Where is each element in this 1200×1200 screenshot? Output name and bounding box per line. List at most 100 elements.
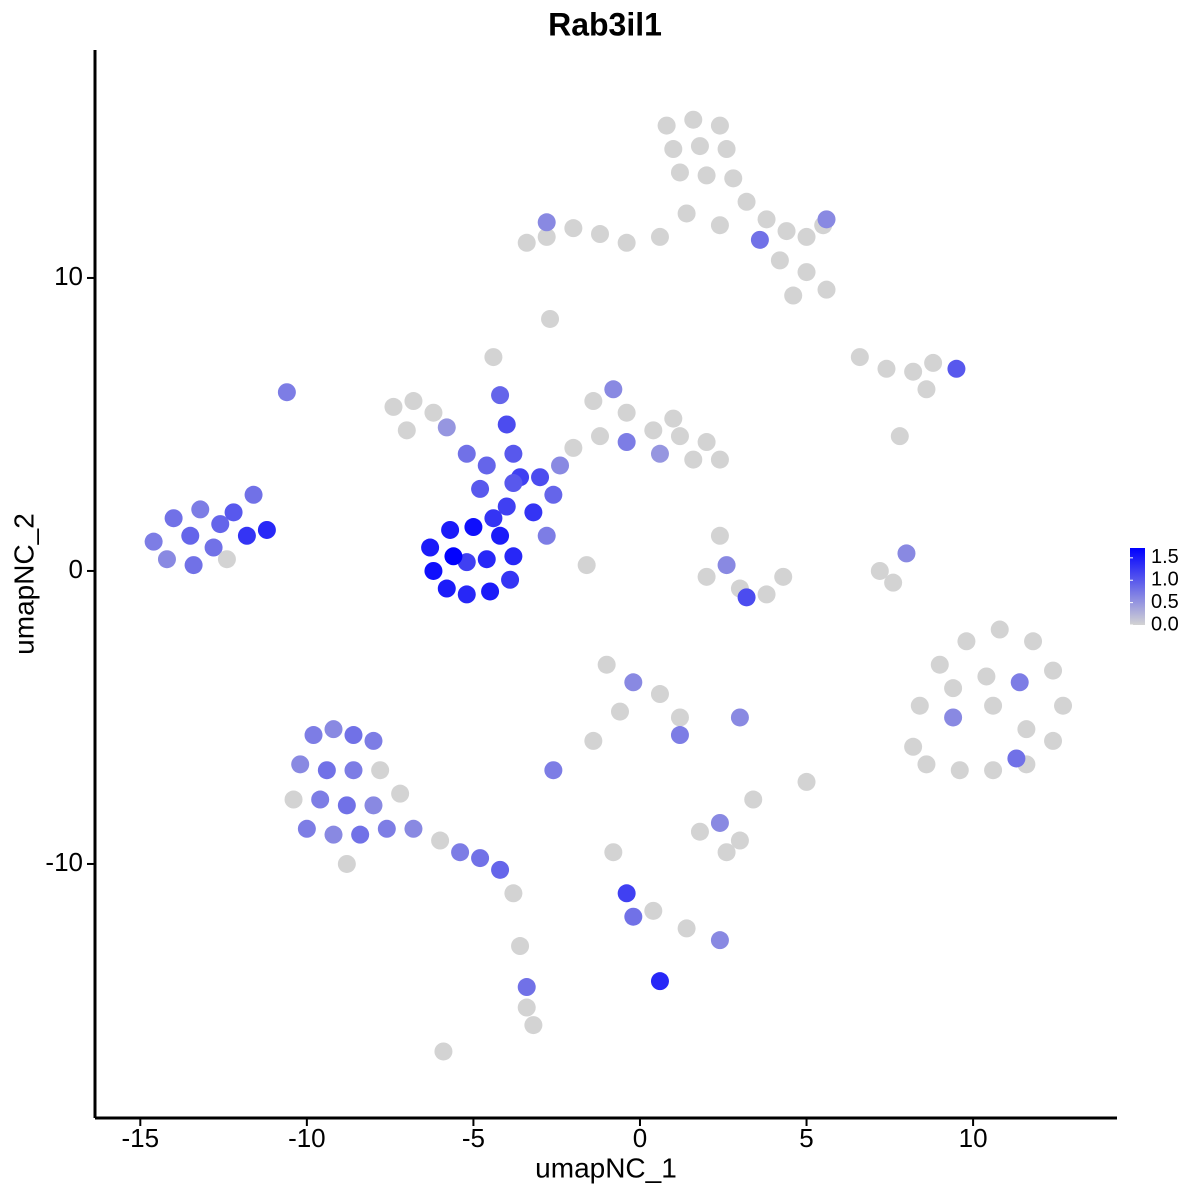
x-tick-label: -5	[462, 1123, 485, 1153]
point	[617, 884, 636, 903]
point	[697, 166, 716, 185]
point	[884, 573, 903, 592]
point	[670, 163, 689, 182]
colorbar	[1130, 548, 1145, 625]
point	[431, 831, 450, 850]
point	[577, 556, 596, 575]
y-tick-label: 10	[54, 261, 83, 291]
point	[904, 362, 923, 381]
point	[717, 140, 736, 159]
point	[224, 503, 243, 522]
point	[1044, 661, 1063, 680]
point	[957, 632, 976, 651]
point	[504, 884, 523, 903]
point	[451, 843, 470, 862]
point	[774, 567, 793, 586]
point	[650, 444, 669, 463]
point	[277, 383, 296, 402]
point	[644, 901, 663, 920]
point	[890, 427, 909, 446]
point	[990, 620, 1009, 639]
point	[650, 972, 669, 991]
point	[441, 520, 460, 539]
point	[477, 456, 496, 475]
point	[517, 978, 536, 997]
point	[710, 526, 729, 545]
colorbar-tick-label: 1.0	[1151, 569, 1179, 591]
point	[944, 708, 963, 727]
point	[717, 843, 736, 862]
x-tick-label: -15	[122, 1123, 160, 1153]
point	[257, 520, 276, 539]
point	[737, 588, 756, 607]
point	[284, 790, 303, 809]
point	[504, 547, 523, 566]
point	[947, 359, 966, 378]
point	[710, 116, 729, 135]
colorbar-tick-label: 1.5	[1151, 546, 1179, 568]
y-tick-label: 0	[69, 554, 83, 584]
point	[670, 427, 689, 446]
point	[944, 679, 963, 698]
point	[1024, 632, 1043, 651]
point	[444, 547, 463, 566]
point	[664, 140, 683, 159]
point	[531, 468, 550, 487]
point	[191, 500, 210, 519]
point	[317, 761, 336, 780]
point	[544, 485, 563, 504]
point	[684, 110, 703, 129]
point	[591, 427, 610, 446]
point	[144, 532, 163, 551]
point	[424, 561, 443, 580]
point	[624, 907, 643, 926]
point	[504, 474, 523, 493]
point	[730, 708, 749, 727]
point	[291, 755, 310, 774]
point	[597, 655, 616, 674]
point	[337, 796, 356, 815]
point	[537, 227, 556, 246]
point	[644, 421, 663, 440]
point	[337, 854, 356, 873]
point	[924, 353, 943, 372]
x-tick-label: 0	[633, 1123, 647, 1153]
point	[497, 497, 516, 516]
x-axis-label: umapNC_1	[535, 1152, 677, 1183]
point	[750, 230, 769, 249]
point	[471, 479, 490, 498]
point	[904, 737, 923, 756]
point	[371, 761, 390, 780]
point	[524, 1016, 543, 1035]
point	[404, 819, 423, 838]
point	[617, 403, 636, 422]
point	[617, 433, 636, 452]
point	[481, 582, 500, 601]
point	[677, 204, 696, 223]
point	[391, 784, 410, 803]
point	[304, 726, 323, 745]
point	[784, 286, 803, 305]
point	[797, 772, 816, 791]
point	[434, 1042, 453, 1061]
point	[297, 819, 316, 838]
point	[1007, 749, 1026, 768]
point	[930, 655, 949, 674]
point	[384, 397, 403, 416]
point	[950, 761, 969, 780]
point	[404, 392, 423, 411]
point	[977, 667, 996, 686]
point	[184, 556, 203, 575]
point	[697, 433, 716, 452]
point	[464, 518, 483, 537]
point	[517, 998, 536, 1017]
point	[770, 251, 789, 270]
point	[484, 348, 503, 367]
y-tick-label: -10	[45, 847, 83, 877]
point	[677, 919, 696, 938]
point	[217, 550, 236, 569]
point	[624, 673, 643, 692]
point	[604, 843, 623, 862]
point	[710, 813, 729, 832]
point	[524, 503, 543, 522]
